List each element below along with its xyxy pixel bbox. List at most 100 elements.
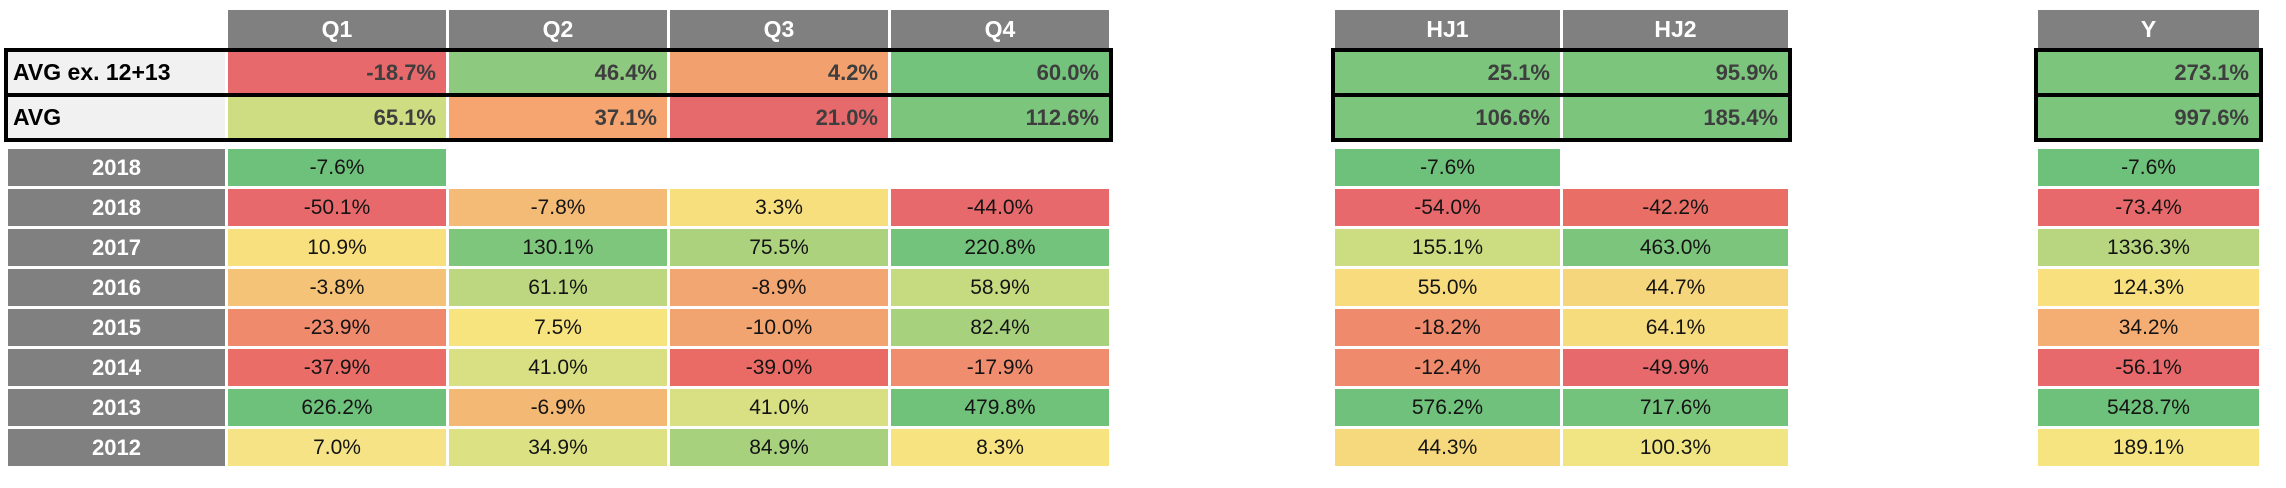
data-cell[interactable]: 626.2%	[228, 389, 446, 426]
row-label-2014[interactable]: 2014	[8, 349, 225, 386]
data-cell[interactable]: -7.6%	[1335, 149, 1560, 186]
data-cell[interactable]: -3.8%	[228, 269, 446, 306]
avg-cell[interactable]: 21.0%	[670, 97, 888, 138]
row-label-avg-ex[interactable]: AVG ex. 12+13	[8, 52, 225, 93]
data-cell[interactable]: -49.9%	[1563, 349, 1788, 386]
empty-cell[interactable]	[670, 149, 888, 186]
half-year-table: HJ1 HJ2 25.1% 95.9% 106.6% 185.4% -7.6% -54.0% -…	[1331, 10, 1792, 466]
data-cell[interactable]: 100.3%	[1563, 429, 1788, 466]
data-cell[interactable]: 64.1%	[1563, 309, 1788, 346]
row-label-2017[interactable]: 2017	[8, 229, 225, 266]
data-cell[interactable]: -73.4%	[2038, 189, 2259, 226]
year-row: -54.0% -42.2%	[1335, 189, 1788, 226]
column-header-q2[interactable]: Q2	[449, 10, 667, 48]
year-row: -56.1%	[2038, 349, 2259, 386]
data-cell[interactable]: -7.8%	[449, 189, 667, 226]
data-cell[interactable]: 189.1%	[2038, 429, 2259, 466]
year-row: -7.6%	[1335, 149, 1788, 186]
avg-cell[interactable]: 37.1%	[449, 97, 667, 138]
data-cell[interactable]: 220.8%	[891, 229, 1109, 266]
data-cell[interactable]: 463.0%	[1563, 229, 1788, 266]
data-cell[interactable]: -54.0%	[1335, 189, 1560, 226]
row-label-2015[interactable]: 2015	[8, 309, 225, 346]
empty-cell[interactable]	[891, 149, 1109, 186]
avg-cell[interactable]: 4.2%	[670, 52, 888, 93]
avg-cell[interactable]: 25.1%	[1335, 52, 1560, 93]
data-cell[interactable]: 44.3%	[1335, 429, 1560, 466]
year-row-2015: 2015 -23.9% 7.5% -10.0% 82.4%	[8, 309, 1109, 346]
data-cell[interactable]: 124.3%	[2038, 269, 2259, 306]
data-cell[interactable]: 130.1%	[449, 229, 667, 266]
year-row-2012: 2012 7.0% 34.9% 84.9% 8.3%	[8, 429, 1109, 466]
data-cell[interactable]: 7.5%	[449, 309, 667, 346]
data-cell[interactable]: -6.9%	[449, 389, 667, 426]
column-header-y[interactable]: Y	[2038, 10, 2259, 48]
avg-cell[interactable]: 112.6%	[891, 97, 1109, 138]
data-cell[interactable]: -10.0%	[670, 309, 888, 346]
column-header-hj1[interactable]: HJ1	[1335, 10, 1560, 48]
data-cell[interactable]: 55.0%	[1335, 269, 1560, 306]
data-cell[interactable]: -37.9%	[228, 349, 446, 386]
avg-cell[interactable]: 273.1%	[2038, 52, 2259, 93]
data-cell[interactable]: 3.3%	[670, 189, 888, 226]
data-cell[interactable]: 5428.7%	[2038, 389, 2259, 426]
data-cell[interactable]: 84.9%	[670, 429, 888, 466]
year-row-2013: 2013 626.2% -6.9% 41.0% 479.8%	[8, 389, 1109, 426]
empty-cell[interactable]	[1563, 149, 1788, 186]
avg-cell[interactable]: 95.9%	[1563, 52, 1788, 93]
data-cell[interactable]: -44.0%	[891, 189, 1109, 226]
data-cell[interactable]: -18.2%	[1335, 309, 1560, 346]
data-cell[interactable]: 10.9%	[228, 229, 446, 266]
data-cell[interactable]: 7.0%	[228, 429, 446, 466]
year-row: 5428.7%	[2038, 389, 2259, 426]
avg-cell[interactable]: 106.6%	[1335, 97, 1560, 138]
data-cell[interactable]: 41.0%	[449, 349, 667, 386]
row-label-2012[interactable]: 2012	[8, 429, 225, 466]
data-cell[interactable]: -56.1%	[2038, 349, 2259, 386]
data-cell[interactable]: 41.0%	[670, 389, 888, 426]
data-cell[interactable]: 479.8%	[891, 389, 1109, 426]
data-cell[interactable]: 44.7%	[1563, 269, 1788, 306]
year-row-2016: 2016 -3.8% 61.1% -8.9% 58.9%	[8, 269, 1109, 306]
year-row-2018: 2018 -7.6%	[8, 149, 1109, 186]
data-cell[interactable]: -50.1%	[228, 189, 446, 226]
column-header-q4[interactable]: Q4	[891, 10, 1109, 48]
data-cell[interactable]: 717.6%	[1563, 389, 1788, 426]
row-label-2018[interactable]: 2018	[8, 149, 225, 186]
avg-cell[interactable]: 46.4%	[449, 52, 667, 93]
avg-cell[interactable]: 65.1%	[228, 97, 446, 138]
data-cell[interactable]: 34.9%	[449, 429, 667, 466]
avg-ex-row-box: 25.1% 95.9%	[1331, 48, 1792, 97]
data-cell[interactable]: -42.2%	[1563, 189, 1788, 226]
data-cell[interactable]: -39.0%	[670, 349, 888, 386]
data-cell[interactable]: 576.2%	[1335, 389, 1560, 426]
column-header-hj2[interactable]: HJ2	[1563, 10, 1788, 48]
avg-cell[interactable]: -18.7%	[228, 52, 446, 93]
empty-cell[interactable]	[449, 149, 667, 186]
data-cell[interactable]: 34.2%	[2038, 309, 2259, 346]
avg-cell[interactable]: 60.0%	[891, 52, 1109, 93]
data-cell[interactable]: -7.6%	[228, 149, 446, 186]
row-label-2018[interactable]: 2018	[8, 189, 225, 226]
data-cell[interactable]: 75.5%	[670, 229, 888, 266]
row-label-avg[interactable]: AVG	[8, 97, 225, 138]
row-label-2016[interactable]: 2016	[8, 269, 225, 306]
avg-cell[interactable]: 997.6%	[2038, 97, 2259, 138]
quarters-table: Q1 Q2 Q3 Q4 AVG ex. 12+13 -18.7% 46.4% 4.2% 60.0…	[4, 10, 1113, 466]
avg-cell[interactable]: 185.4%	[1563, 97, 1788, 138]
data-cell[interactable]: 8.3%	[891, 429, 1109, 466]
data-cell[interactable]: 58.9%	[891, 269, 1109, 306]
column-header-q1[interactable]: Q1	[228, 10, 446, 48]
data-cell[interactable]: -7.6%	[2038, 149, 2259, 186]
column-header-q3[interactable]: Q3	[670, 10, 888, 48]
data-cell[interactable]: -8.9%	[670, 269, 888, 306]
data-cell[interactable]: -17.9%	[891, 349, 1109, 386]
data-cell[interactable]: 155.1%	[1335, 229, 1560, 266]
data-cell[interactable]: 1336.3%	[2038, 229, 2259, 266]
data-cell[interactable]: 82.4%	[891, 309, 1109, 346]
data-cell[interactable]: -12.4%	[1335, 349, 1560, 386]
data-cell[interactable]: 61.1%	[449, 269, 667, 306]
row-label-2013[interactable]: 2013	[8, 389, 225, 426]
data-cell[interactable]: -23.9%	[228, 309, 446, 346]
